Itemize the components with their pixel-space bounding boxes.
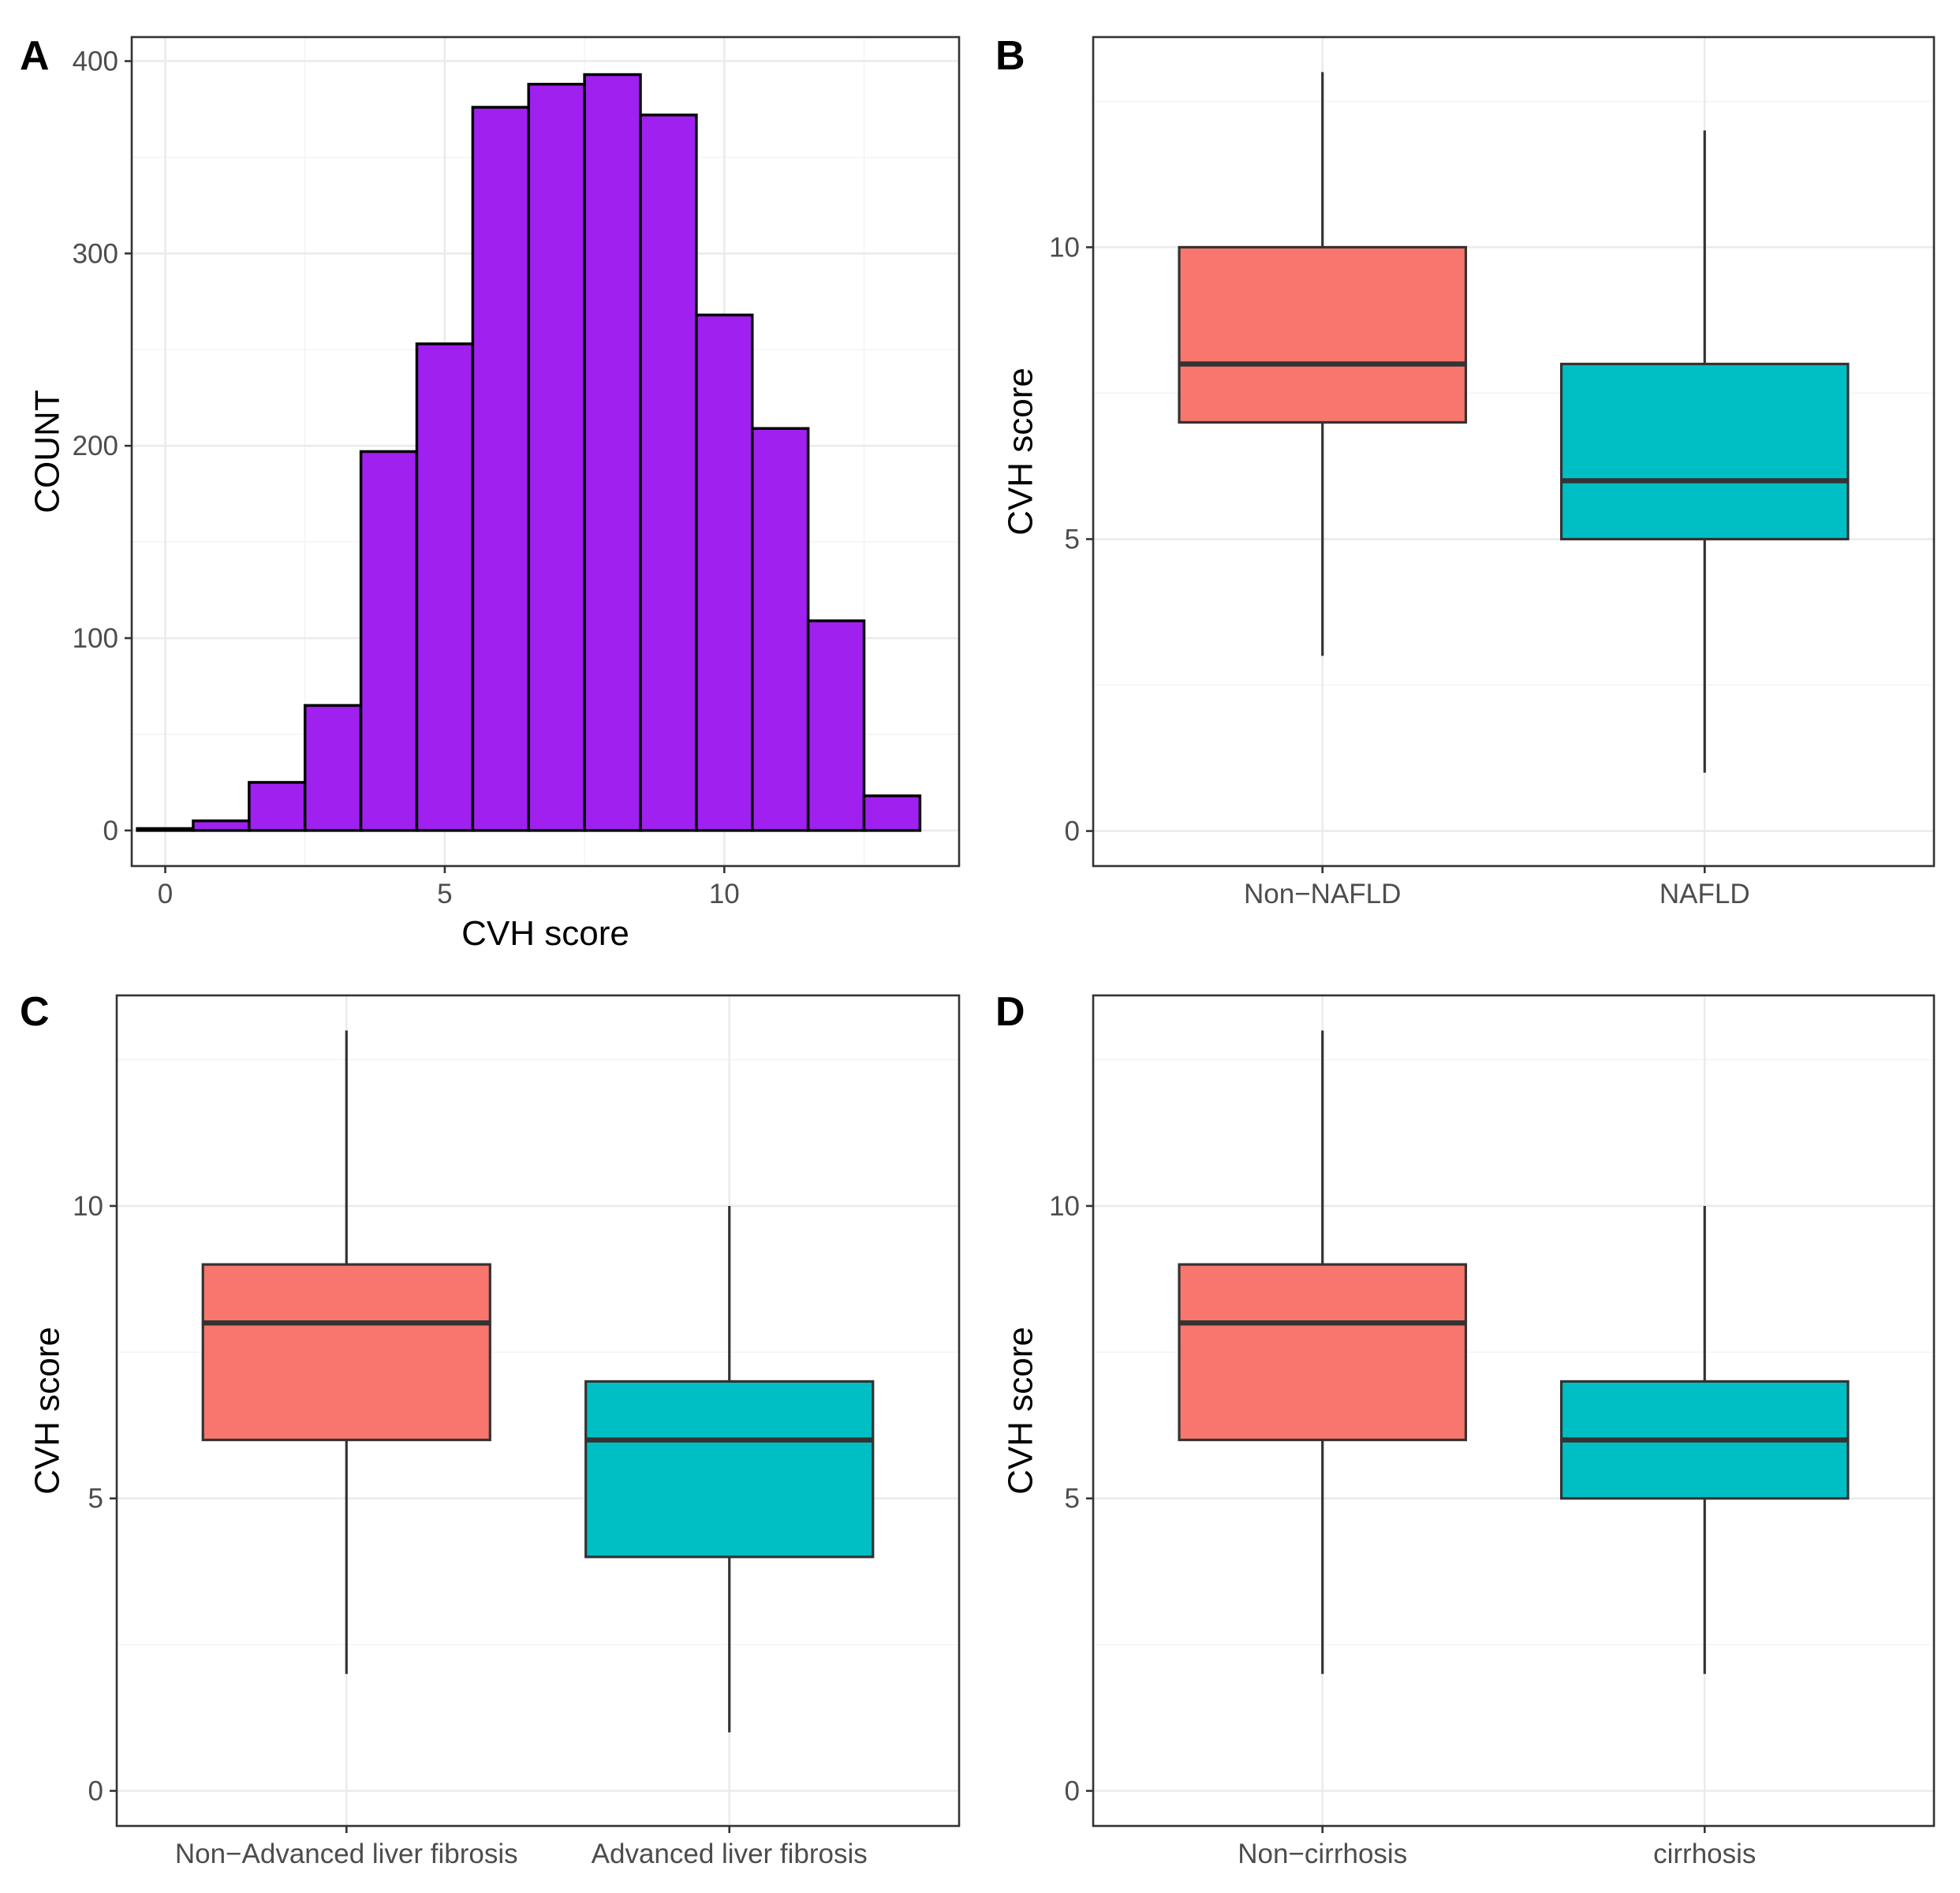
histogram-bar — [136, 827, 195, 832]
x-category-label: Non−cirrhosis — [1238, 1839, 1407, 1869]
boxplot-2 — [1559, 1205, 1850, 1675]
histogram-bar — [415, 342, 475, 832]
y-tick-label: 200 — [73, 431, 118, 461]
x-category-label: Non−NAFLD — [1244, 879, 1401, 909]
histogram-bar — [639, 114, 698, 832]
boxplot-1 — [1178, 1030, 1468, 1675]
y-tick-label: 0 — [1065, 816, 1080, 847]
x-tick-label: 0 — [158, 879, 173, 909]
y-tick-label: 10 — [73, 1191, 103, 1222]
y-tick-label: 0 — [88, 1776, 103, 1807]
y-tick-label: 100 — [73, 623, 118, 654]
y-tick-label: 300 — [73, 238, 118, 269]
y-axis-title: CVH score — [1002, 368, 1040, 536]
y-tick-label: 5 — [88, 1484, 103, 1514]
boxplot-1 — [201, 1030, 491, 1675]
y-tick-label: 10 — [1049, 232, 1080, 263]
panel-label: D — [995, 989, 1025, 1035]
histogram-bar — [583, 73, 642, 832]
y-tick-label: 400 — [73, 46, 118, 77]
x-category-label: Non−Advanced liver fibrosis — [175, 1839, 518, 1869]
histogram-bar — [359, 450, 419, 832]
panel-c: 0 5 10 Non−Advanced liver fibrosis Advanced … — [20, 989, 961, 1869]
panel-border — [130, 35, 961, 868]
x-axis-title: CVH score — [461, 914, 629, 953]
boxplot-1 — [1178, 72, 1468, 656]
box-iqr — [1559, 362, 1850, 541]
y-axis-title: CVH score — [1002, 1327, 1040, 1495]
x-tick-label: 10 — [709, 879, 740, 909]
histogram-bar — [862, 794, 922, 832]
y-tick-label: 0 — [103, 816, 118, 846]
y-tick-label: 5 — [1065, 525, 1080, 555]
panel-b: 0 5 10 Non−NAFLD NAFLD CVH score B — [995, 33, 1936, 909]
histogram-bar — [303, 704, 363, 832]
histogram-bar — [192, 819, 251, 832]
panel-border — [115, 994, 961, 1828]
histogram-bar — [695, 313, 754, 832]
y-axis-title: COUNT — [28, 390, 67, 513]
histogram-bar — [471, 106, 530, 832]
y-tick-label: 0 — [1065, 1776, 1080, 1807]
histogram-bar — [751, 427, 810, 832]
panel-d: 0 5 10 Non−cirrhosis cirrhosis CVH score D — [995, 989, 1936, 1869]
x-category-label: NAFLD — [1659, 879, 1750, 909]
panel-border — [1092, 35, 1936, 868]
x-tick-label: 5 — [437, 879, 452, 909]
box-iqr — [1178, 245, 1468, 424]
histogram-bar — [806, 619, 866, 832]
boxplot-2 — [1559, 130, 1850, 773]
y-tick-label: 5 — [1065, 1484, 1080, 1514]
histogram-bar — [527, 82, 586, 832]
histogram-bar — [248, 781, 307, 832]
boxplot-2 — [584, 1205, 875, 1733]
box-iqr — [584, 1380, 875, 1559]
panel-border — [1092, 994, 1936, 1828]
y-tick-label: 10 — [1049, 1191, 1080, 1222]
panel-label: A — [20, 33, 50, 79]
y-axis-title: CVH score — [28, 1327, 67, 1495]
x-category-label: cirrhosis — [1653, 1839, 1756, 1869]
panel-a: 0 100 200 300 400 0 5 10 COUNT CVH score A — [20, 33, 961, 953]
panel-label: B — [995, 33, 1025, 79]
box-iqr — [1178, 1263, 1468, 1442]
panel-label: C — [20, 989, 50, 1035]
box-iqr — [201, 1263, 491, 1442]
x-category-label: Advanced liver fibrosis — [592, 1839, 868, 1869]
